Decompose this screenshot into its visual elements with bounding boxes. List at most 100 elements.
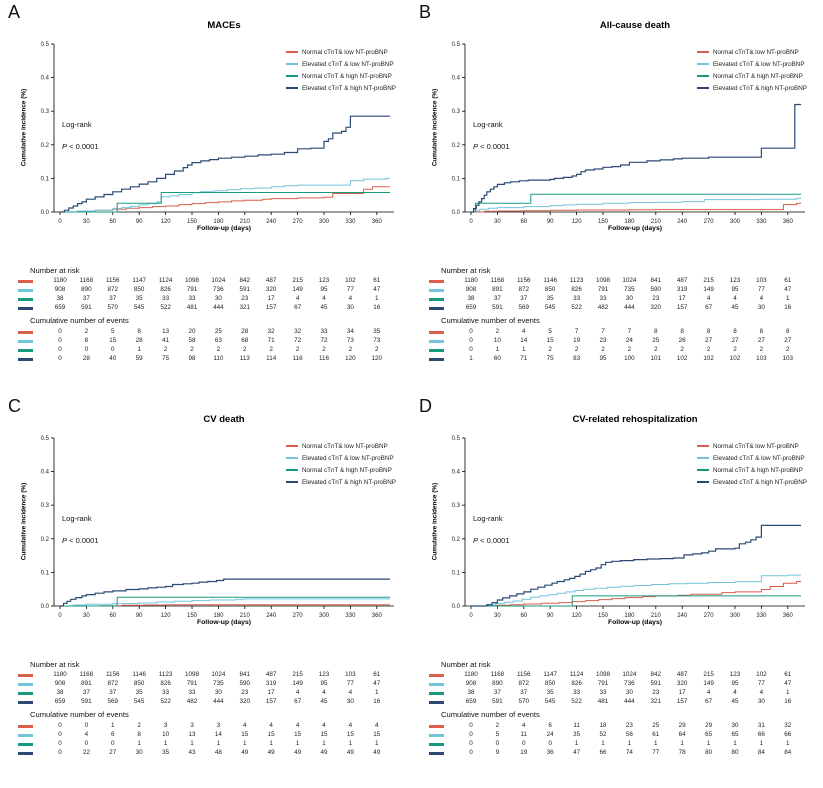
row-swatch-teal bbox=[18, 743, 33, 746]
legend-label: Elevated cTnT & high NT-proBNP bbox=[301, 478, 396, 486]
legend-item: Normal cTnT & high NT-proBNP bbox=[285, 464, 396, 476]
km-curve-red bbox=[471, 202, 801, 213]
risk-cell: 33 bbox=[573, 689, 581, 696]
x-tick-label: 330 bbox=[345, 219, 356, 225]
risk-cell: 47 bbox=[373, 680, 381, 687]
events-cell: 2 bbox=[654, 346, 658, 353]
risk-cell: 791 bbox=[597, 286, 609, 293]
events-cell: 32 bbox=[294, 328, 302, 335]
legend-item: Normal cTnT & high NT-proBNP bbox=[696, 70, 807, 82]
events-row: 0 10 14 15 19 23 24 25 26 27 27 27 27 bbox=[411, 337, 823, 346]
events-cell: 7 bbox=[574, 328, 579, 335]
events-cell: 14 bbox=[214, 731, 222, 738]
legend-label: Normal cTnT & high NT-proBNP bbox=[301, 72, 392, 80]
risk-cell: 1156 bbox=[517, 277, 531, 284]
x-tick-label: 270 bbox=[293, 613, 304, 619]
events-cell: 8 bbox=[733, 328, 737, 335]
events-cell: 3 bbox=[163, 722, 168, 729]
risk-cell: 591 bbox=[650, 680, 662, 687]
logrank-label: Log-rank bbox=[62, 120, 92, 129]
risk-cell: 61 bbox=[784, 277, 792, 284]
legend: Normal cTnT& low NT-proBNP Elevated cTnT … bbox=[696, 46, 807, 94]
events-cell: 15 bbox=[294, 731, 302, 738]
risk-cell: 95 bbox=[731, 680, 739, 687]
legend-label: Normal cTnT & high NT-proBNP bbox=[712, 466, 803, 474]
risk-cell: 850 bbox=[544, 286, 556, 293]
events-cell: 0 bbox=[58, 337, 62, 344]
risk-cell: 33 bbox=[162, 689, 170, 696]
y-tick-label: 0.3 bbox=[452, 109, 461, 115]
risk-cell: 826 bbox=[571, 680, 582, 687]
events-cell: 1 bbox=[627, 740, 632, 747]
x-tick-label: 90 bbox=[136, 219, 143, 225]
row-swatch-lightblue bbox=[18, 289, 33, 292]
events-cell: 4 bbox=[269, 722, 273, 729]
events-cell: 0 bbox=[469, 346, 473, 353]
row-swatch-lightblue bbox=[429, 340, 444, 343]
events-cell: 64 bbox=[678, 731, 686, 738]
risk-cell: 890 bbox=[81, 286, 92, 293]
x-tick-label: 270 bbox=[293, 219, 304, 225]
risk-cell: 842 bbox=[239, 277, 251, 284]
row-swatch-teal bbox=[18, 298, 33, 301]
risk-cell: 569 bbox=[107, 698, 119, 705]
risk-cell: 522 bbox=[160, 304, 171, 311]
km-curve-teal bbox=[60, 192, 390, 213]
events-cell: 15 bbox=[320, 731, 328, 738]
x-tick-label: 150 bbox=[598, 219, 609, 225]
events-cell: 98 bbox=[188, 355, 196, 362]
events-cell: 103 bbox=[756, 355, 767, 362]
legend-item: Elevated cTnT & high NT-proBNP bbox=[696, 476, 807, 488]
risk-cell: 123 bbox=[318, 671, 330, 678]
risk-cell: 1147 bbox=[132, 277, 146, 284]
events-cell: 120 bbox=[345, 355, 356, 362]
risk-cell: 319 bbox=[676, 286, 688, 293]
panel-b: B All-cause death Normal cTnT& low NT-pr… bbox=[411, 0, 823, 394]
events-cell: 1 bbox=[375, 740, 379, 747]
risk-cell: 149 bbox=[703, 680, 714, 687]
risk-cell: 1180 bbox=[53, 277, 67, 284]
row-swatch-navy bbox=[18, 701, 33, 704]
x-tick-label: 0 bbox=[58, 613, 62, 619]
risk-cell: 1024 bbox=[622, 277, 637, 284]
risk-cell: 826 bbox=[160, 680, 171, 687]
row-swatch-teal bbox=[18, 692, 33, 695]
risk-cell: 444 bbox=[213, 698, 224, 705]
legend-label: Elevated cTnT & high NT-proBNP bbox=[712, 478, 807, 486]
risk-cell: 569 bbox=[518, 304, 530, 311]
events-cell: 19 bbox=[520, 749, 528, 756]
risk-cell: 23 bbox=[241, 689, 249, 696]
risk-cell: 16 bbox=[784, 698, 792, 705]
risk-cell: 30 bbox=[757, 698, 765, 705]
row-swatch-lightblue bbox=[429, 734, 444, 737]
risk-cell: 61 bbox=[373, 277, 381, 284]
y-tick-label: 0.1 bbox=[41, 570, 50, 576]
y-tick-label: 0.5 bbox=[452, 42, 461, 48]
row-swatch-navy bbox=[18, 752, 33, 755]
legend-label: Elevated cTnT & high NT-proBNP bbox=[712, 84, 807, 92]
plot-title: CV death bbox=[203, 414, 245, 425]
number-at-risk-table: 1180 1168 1156 1147 1124 1098 1024 842 487 215 123… bbox=[0, 277, 411, 315]
km-plot: 0.0 0.1 0.2 0.3 0.4 0.5 0 30 60 90 120 150 180 210 240… bbox=[452, 42, 805, 225]
y-tick-label: 0.2 bbox=[452, 537, 461, 543]
row-swatch-teal bbox=[18, 349, 33, 352]
events-cell: 100 bbox=[624, 355, 635, 362]
risk-cell: 1168 bbox=[490, 277, 505, 284]
risk-cell: 736 bbox=[624, 680, 635, 687]
events-cell: 1 bbox=[574, 740, 579, 747]
risk-cell: 590 bbox=[650, 286, 662, 293]
risk-row: 659 591 569 545 522 482 444 320 157 67 45 30 16 bbox=[0, 698, 411, 707]
x-tick-label: 300 bbox=[730, 613, 741, 619]
events-cell: 114 bbox=[266, 355, 277, 362]
events-cell: 59 bbox=[135, 355, 143, 362]
risk-cell: 908 bbox=[465, 286, 477, 293]
x-tick-label: 360 bbox=[783, 219, 794, 225]
events-cell: 83 bbox=[573, 355, 581, 362]
events-cell: 95 bbox=[599, 355, 607, 362]
risk-cell: 47 bbox=[784, 286, 792, 293]
events-cell: 27 bbox=[757, 337, 765, 344]
x-tick-label: 30 bbox=[494, 613, 501, 619]
events-cell: 1 bbox=[137, 740, 141, 747]
panel-c: C CV death Normal cTnT& low NT-proBNP Ele… bbox=[0, 394, 411, 788]
km-plot: 0.0 0.1 0.2 0.3 0.4 0.5 0 30 60 90 120 150 180 210 240… bbox=[41, 42, 394, 225]
